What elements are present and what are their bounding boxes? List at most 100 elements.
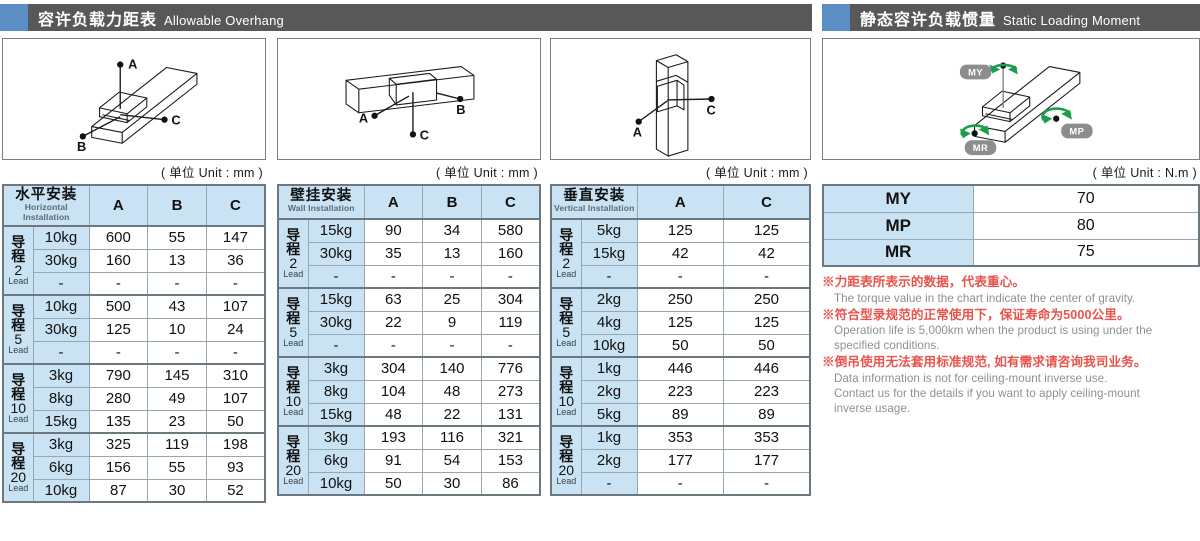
table-title-en: Vertical Installation <box>554 203 635 214</box>
lead-group-2: 导程 2 Lead <box>550 218 582 289</box>
arrowhead-mr2 <box>978 125 990 136</box>
point-marker-a <box>635 118 642 125</box>
value-cell-a: 91 <box>363 448 424 473</box>
load-cell: 15kg <box>32 409 90 435</box>
load-cell: 10kg <box>32 225 90 250</box>
value-cell-b: 13 <box>147 248 207 273</box>
moment-row-mr: MR 75 <box>822 238 1200 267</box>
value-cell-b: 49 <box>147 386 207 411</box>
table-row: 15kg 135 23 50 <box>3 409 266 435</box>
lead-label-cn2: 程 <box>559 240 574 257</box>
value-cell-b: 25 <box>422 287 482 312</box>
value-cell-b: 22 <box>422 402 482 427</box>
section-header-right-text: 静态容许负载惯量 Static Loading Moment <box>850 6 1140 30</box>
value-cell-c: 107 <box>205 386 266 411</box>
value-cell-c: 107 <box>205 294 266 319</box>
lead-number: 20 <box>558 461 575 478</box>
value-cell-a: 223 <box>636 379 724 404</box>
diagram-horizontal-rail: A B C <box>77 57 198 154</box>
table-title-cn: 壁挂安装 <box>290 188 353 205</box>
label-chip-mp <box>1061 123 1093 139</box>
moment-value: 70 <box>972 184 1200 213</box>
column-header-a: A <box>636 184 724 220</box>
panel-horizontal-installation: A B C ( 单位 Unit : mm ) 水平安装 Horizontal In… <box>2 38 266 504</box>
load-cell: 3kg <box>32 363 90 388</box>
lead-number: 2 <box>14 261 23 278</box>
value-cell-c: 198 <box>205 432 266 457</box>
point-marker-b <box>457 95 464 103</box>
lead-group-5: 导程 5 Lead <box>550 287 582 358</box>
load-cell: 15kg <box>307 402 365 427</box>
diagram-vertical-rail: A C <box>633 54 716 157</box>
value-cell-a: - <box>88 340 149 366</box>
value-cell-b: - <box>422 264 482 289</box>
value-cell-a: 35 <box>363 241 424 266</box>
section-header-left-text: 容许负载力距表 Allowable Overhang <box>28 6 284 30</box>
moment-row-my: MY 70 <box>822 184 1200 213</box>
load-cell: 10kg <box>307 471 365 496</box>
table-row: 15kg 42 42 <box>551 241 811 266</box>
point-marker-a <box>117 61 124 68</box>
leader-line-c <box>120 114 165 121</box>
table-row: 导程 20 Lead 1kg 353 353 <box>550 425 811 496</box>
value-cell-a: 500 <box>88 294 149 319</box>
column-header-b: B <box>422 184 482 220</box>
value-cell-a: 600 <box>88 225 149 250</box>
value-cell-a: 22 <box>363 310 424 335</box>
value-cell-b: 30 <box>147 478 207 504</box>
table-row: 5kg 89 89 <box>551 402 811 427</box>
column-header-a: A <box>88 184 149 227</box>
value-cell-b: - <box>147 271 207 297</box>
load-cell: - <box>32 271 90 297</box>
value-cell-c: - <box>723 264 811 289</box>
lead-group-5: 导程 5 Lead <box>277 287 309 358</box>
value-cell-c: 250 <box>723 287 811 312</box>
lead-number: 10 <box>558 392 575 409</box>
lead-label-cn1: 导 <box>286 226 301 243</box>
value-cell-a: 104 <box>363 379 424 404</box>
figure-label-mr: MR <box>973 143 989 153</box>
table-title-cn: 垂直安装 <box>563 188 626 205</box>
lead-group-10: 导程 10 Lead <box>550 356 582 427</box>
lead-label-cn1: 导 <box>559 226 574 243</box>
table-row: 30kg 35 13 160 <box>278 241 541 266</box>
accent-square-icon <box>0 4 28 31</box>
table-row: 导程 10 Lead 3kg 790 145 310 <box>2 363 266 434</box>
figure-label-c: C <box>171 113 180 128</box>
table-row: 导程 2 Lead 15kg 90 34 580 <box>277 218 541 289</box>
load-cell: 5kg <box>580 218 638 243</box>
arrowhead-mp2 <box>1061 109 1072 120</box>
table-row: 导程 5 Lead 15kg 63 25 304 <box>277 287 541 358</box>
table-wall-installation: 壁挂安装 Wall Installation A B C 导程 2 Lead 15kg 90 34 5… <box>277 184 541 496</box>
table-row: 30kg 125 10 24 <box>3 317 266 342</box>
value-cell-c: 153 <box>480 448 541 473</box>
figure-label-c: C <box>420 127 429 142</box>
value-cell-a: 193 <box>363 425 424 450</box>
value-cell-c: 125 <box>723 218 811 243</box>
value-cell-c: 50 <box>205 409 266 435</box>
label-chip-my <box>959 64 992 80</box>
load-cell: - <box>307 333 365 358</box>
lead-group-5: 导程 5 Lead <box>2 294 34 365</box>
value-cell-a: 50 <box>363 471 424 496</box>
load-cell: 30kg <box>307 241 365 266</box>
value-cell-c: - <box>723 471 811 496</box>
lead-group-2: 导程 2 Lead <box>277 218 309 289</box>
lead-label-cn2: 程 <box>286 240 301 257</box>
load-cell: 10kg <box>580 333 638 358</box>
value-cell-c: 304 <box>480 287 541 312</box>
value-cell-a: - <box>636 471 724 496</box>
spec-table-horizontal: 水平安装 Horizontal Installation A B C 导程 2 Lead 10k… <box>2 184 266 504</box>
value-cell-a: 353 <box>636 425 724 450</box>
value-cell-c: 160 <box>480 241 541 266</box>
lead-number: 20 <box>10 468 27 485</box>
arrowhead-mp <box>1041 113 1053 124</box>
value-cell-a: 446 <box>636 356 724 381</box>
value-cell-a: 325 <box>88 432 149 457</box>
table-row: ---- <box>3 340 266 366</box>
value-cell-c: 446 <box>723 356 811 381</box>
value-cell-a: 125 <box>636 218 724 243</box>
value-cell-a: 280 <box>88 386 149 411</box>
panel-wall-installation: A B C ( 单位 Unit : mm ) 壁挂安装 Wall Installa… <box>277 38 541 496</box>
value-cell-c: 89 <box>723 402 811 427</box>
